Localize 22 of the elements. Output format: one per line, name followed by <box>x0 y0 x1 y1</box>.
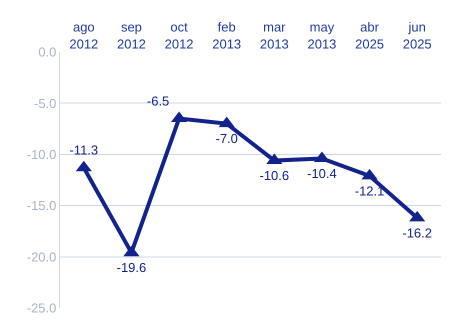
data-label: -10.4 <box>307 166 337 181</box>
y-tick-label: -20.0 <box>26 249 56 264</box>
x-tick-label: abr 2025 <box>355 20 384 52</box>
y-tick-label: -10.0 <box>26 146 56 162</box>
data-label: -19.6 <box>116 260 146 276</box>
x-tick-label: sep 2012 <box>116 20 146 52</box>
y-tick-label: 0.0 <box>38 44 56 60</box>
x-tick-label: may 2013 <box>307 20 336 52</box>
y-tick-label: -25.0 <box>26 300 56 316</box>
data-label: -10.6 <box>259 168 290 184</box>
y-tick-label: -5.0 <box>34 96 56 111</box>
x-tick-label: mar 2013 <box>260 20 289 52</box>
data-label: -12.1 <box>354 183 384 198</box>
data-label: -6.5 <box>146 94 170 109</box>
data-label: -16.2 <box>402 225 432 240</box>
data-label: -7.0 <box>215 131 238 146</box>
x-tick-label: feb 2013 <box>212 20 242 52</box>
y-tick-label: -15.0 <box>26 198 56 214</box>
data-label: -11.3 <box>69 142 98 158</box>
x-tick-label: ago 2012 <box>69 20 98 52</box>
x-tick-label: oct 2012 <box>164 20 194 52</box>
x-tick-label: jun 2025 <box>402 20 432 52</box>
